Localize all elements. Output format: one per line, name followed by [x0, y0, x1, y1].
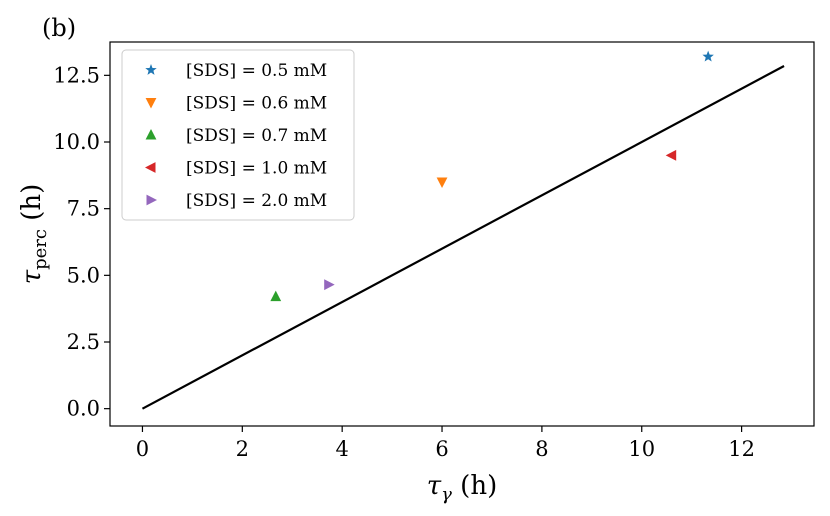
x-tick-label: 6 — [435, 437, 448, 461]
legend-marker-2 — [145, 98, 157, 109]
y-tick-label: 7.5 — [67, 197, 100, 221]
y-tick-label: 10.0 — [53, 130, 100, 154]
x-tick-label: 8 — [535, 437, 548, 461]
y-tick-label: 12.5 — [53, 63, 100, 87]
x-tick-label: 4 — [335, 437, 348, 461]
y-tick-label: 5.0 — [67, 263, 100, 287]
legend: [SDS] = 0.5 mM [SDS] = 0.6 mM [SDS] = 0.7 … — [121, 49, 355, 221]
x-tick-label: 10 — [628, 437, 655, 461]
y-tick-label: 2.5 — [67, 330, 100, 354]
data-point-series-2 — [436, 177, 448, 188]
legend-marker-5 — [146, 194, 157, 206]
legend-box — [121, 49, 355, 221]
panel-label: (b) — [42, 14, 76, 42]
data-point-series-3 — [270, 290, 282, 302]
legend-label-2: [SDS] = 0.6 mM — [186, 94, 327, 114]
legend-marker-3 — [145, 129, 157, 140]
x-axis-label: τγ (h) — [427, 471, 497, 505]
plot-area — [109, 41, 815, 427]
legend-label-4: [SDS] = 1.0 mM — [186, 159, 327, 179]
x-tick-label: 0 — [136, 437, 149, 461]
legend-label-5: [SDS] = 2.0 mM — [186, 191, 327, 211]
legend-marker-1 — [145, 64, 157, 75]
y-axis-label: τperc (h) — [17, 184, 51, 285]
y-tick-label: 0.0 — [67, 397, 100, 421]
x-tick-label: 12 — [728, 437, 755, 461]
data-point-series-4 — [665, 149, 677, 161]
plot-frame — [109, 41, 815, 427]
axis-ticks: 0 2 4 6 8 10 12 0.0 2.5 5.0 7.5 10.0 12.5 — [53, 63, 755, 461]
x-tick-label: 2 — [236, 437, 249, 461]
data-point-series-5 — [324, 279, 335, 291]
data-point-series-1 — [702, 50, 714, 62]
legend-label-3: [SDS] = 0.7 mM — [186, 126, 327, 146]
legend-label-1: [SDS] = 0.5 mM — [186, 61, 327, 81]
legend-marker-4 — [145, 162, 156, 173]
reference-line — [141, 65, 785, 410]
